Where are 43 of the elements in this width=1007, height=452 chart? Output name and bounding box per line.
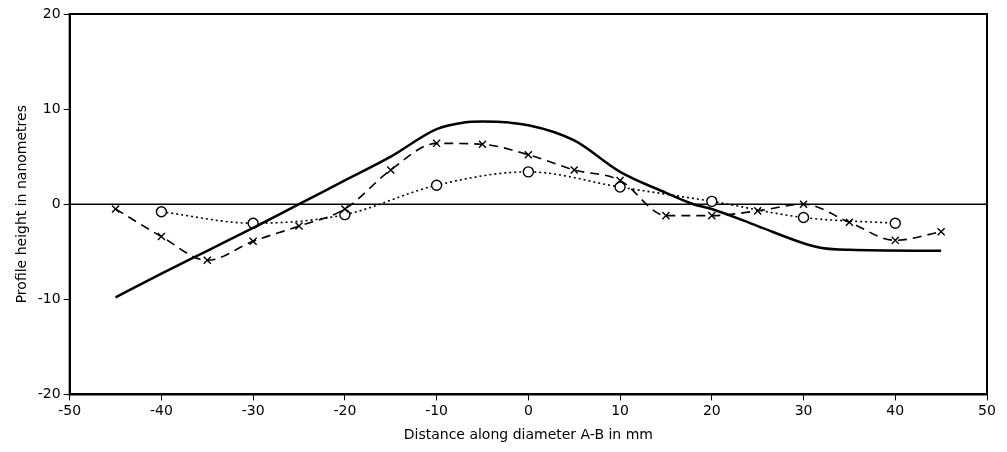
y-tick-label: -10 (37, 289, 61, 306)
point (936, 227, 946, 237)
x-tick-label: -30 (241, 402, 265, 419)
x-tick-label: 20 (702, 402, 721, 419)
x-tick-label: -40 (149, 402, 173, 419)
point (248, 237, 258, 246)
point (569, 165, 579, 175)
point (294, 221, 304, 231)
y-tick-label: 10 (42, 99, 61, 116)
point (155, 206, 168, 218)
point (340, 204, 350, 214)
point (432, 139, 441, 148)
x-tick-label: 50 (978, 402, 996, 419)
x-tick-label: 40 (886, 402, 905, 419)
x-tick-label: 0 (523, 402, 533, 419)
point (891, 236, 900, 245)
x-tick-label: 30 (794, 402, 813, 419)
point (478, 140, 487, 149)
y-tick-label: 0 (51, 194, 61, 211)
point (799, 199, 808, 209)
point (706, 195, 718, 208)
point (522, 166, 535, 178)
x-tick-label: 10 (611, 402, 629, 419)
point (707, 211, 717, 220)
x-tick-label: -50 (58, 402, 82, 419)
point (203, 256, 212, 265)
x-axis-title: Distance along diameter A-B in mm (403, 426, 653, 443)
point (753, 206, 762, 216)
y-tick-label: -20 (37, 385, 61, 402)
point (797, 211, 810, 224)
point (157, 232, 166, 241)
point (430, 179, 443, 191)
point (889, 217, 901, 229)
point (845, 218, 854, 227)
point (111, 204, 120, 214)
x-tick-label: -20 (333, 402, 357, 419)
y-tick-label: 20 (42, 4, 61, 21)
point (524, 150, 533, 159)
x-tick-label: -10 (425, 402, 449, 419)
point (386, 165, 395, 175)
point (615, 176, 625, 185)
point (661, 211, 671, 220)
y-axis-title: Profile height in nanometres (13, 105, 30, 304)
